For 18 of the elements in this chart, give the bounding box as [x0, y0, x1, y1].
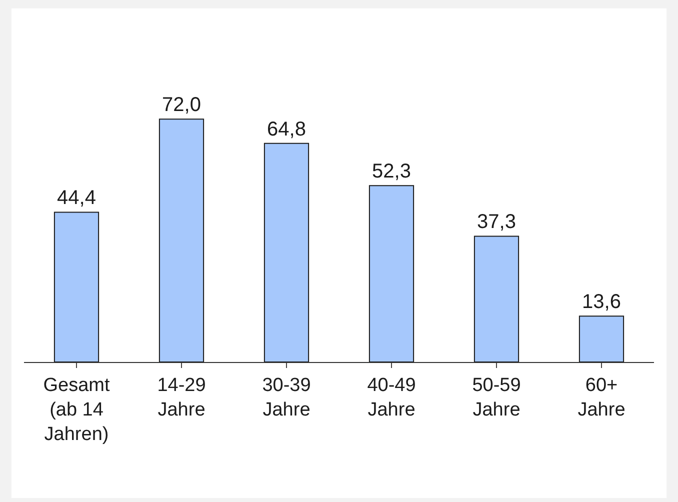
- bar: [264, 142, 310, 362]
- data-label: 52,3: [372, 160, 411, 183]
- data-label: 64,8: [267, 118, 306, 140]
- data-label: 13,6: [582, 291, 621, 314]
- x-tick-label: 14-29 Jahre: [157, 374, 206, 420]
- data-label: 37,3: [477, 211, 516, 234]
- x-tick-label: 30-39 Jahre: [262, 374, 311, 420]
- bar: [474, 236, 520, 362]
- x-tick-label: 40-49 Jahre: [367, 374, 416, 420]
- data-label: 72,0: [162, 94, 201, 116]
- bar: [368, 185, 414, 362]
- data-label: 44,4: [57, 187, 96, 210]
- bar: [54, 212, 100, 362]
- bar: [578, 316, 624, 362]
- x-tick-label: 60+ Jahre: [578, 374, 626, 420]
- bar: [158, 118, 204, 362]
- x-tick-label: 50-59 Jahre: [472, 374, 521, 420]
- x-tick-label: Gesamt (ab 14 Jahren): [43, 374, 110, 446]
